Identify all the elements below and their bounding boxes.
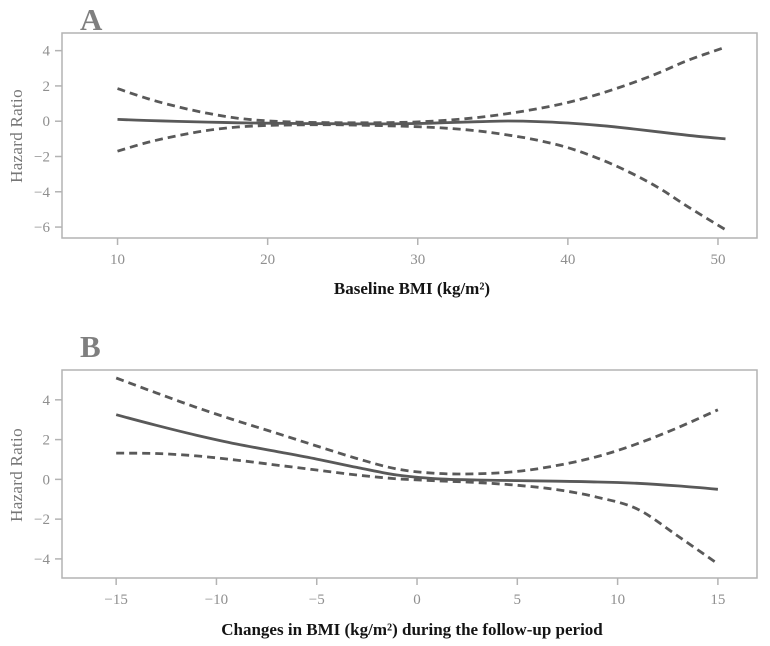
panel-a-estimate-curve <box>117 118 726 141</box>
panel-a-x-tick-label: 10 <box>110 252 125 268</box>
panel-a-x-axis-title: Baseline BMI (kg/m²) <box>333 279 491 298</box>
panel-b-y-tick-label: 0 <box>43 472 51 488</box>
panel-b-lower-95ci-curve <box>116 451 719 566</box>
panel-b-frame <box>61 369 758 579</box>
panel-b-y-tick-label: −2 <box>34 512 50 528</box>
panel-a-y-tick-label: 0 <box>43 114 51 130</box>
panel-a-x-tick-label: 40 <box>560 252 575 268</box>
panel-b-x-tick-label: 0 <box>413 592 421 608</box>
panel-b-x-tick-label: 5 <box>514 592 522 608</box>
panel-a-frame <box>61 32 758 239</box>
panel-b-x-tick-label: 15 <box>710 592 725 608</box>
panel-a-x-tick-label: 20 <box>260 252 275 268</box>
panel-b-y-tick-label: −4 <box>34 552 50 568</box>
panel-b-letter: B <box>80 329 101 364</box>
panel-a-letter: A <box>80 2 103 37</box>
panel-a-x-tick-label: 50 <box>710 252 725 268</box>
panel-b-x-axis-title: Changes in BMI (kg/m²) during the follow… <box>221 620 603 639</box>
panel-a-y-tick-label: 2 <box>43 79 51 95</box>
panel-b-x-tick-label: −15 <box>104 592 127 608</box>
panel-a-y-tick-label: −6 <box>34 220 50 236</box>
panel-a-y-tick-label: −2 <box>34 149 50 165</box>
panel-a-upper-95ci-curve <box>117 45 726 125</box>
panel-b-x-tick-label: 10 <box>610 592 625 608</box>
panel-b-upper-95ci-curve <box>115 376 719 476</box>
panel-a-lower-95ci-curve <box>117 123 727 231</box>
panel-a-y-axis-title: Hazard Ratio <box>7 89 26 183</box>
panel-b-y-tick-label: 4 <box>43 393 51 409</box>
panel-b-x-tick-label: −10 <box>205 592 228 608</box>
panel-a-y-tick-label: −4 <box>34 185 50 201</box>
panel-b-x-tick-label: −5 <box>309 592 325 608</box>
panel-b-estimate-curve <box>115 413 719 491</box>
panel-b-y-axis-title: Hazard Ratio <box>7 428 26 522</box>
panel-a-y-tick-label: 4 <box>43 44 51 60</box>
panel-b-y-tick-label: 2 <box>43 433 51 449</box>
panel-a-x-tick-label: 30 <box>410 252 425 268</box>
